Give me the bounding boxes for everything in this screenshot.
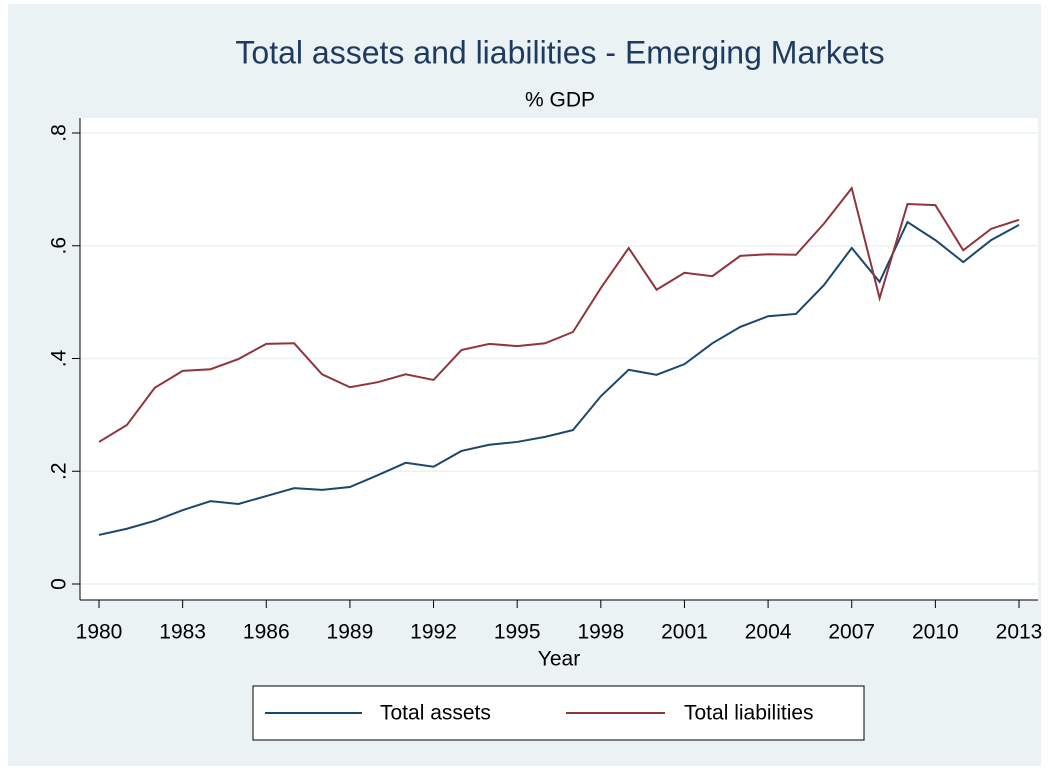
- data-line: [98, 220, 1020, 536]
- y-tick-label: .8: [48, 124, 71, 142]
- y-tick-label: 0: [48, 578, 71, 590]
- x-tick-label: 1983: [159, 621, 206, 644]
- x-tick-label: 2013: [996, 621, 1043, 644]
- y-tick-label: .6: [48, 237, 71, 255]
- x-tick-label: 2007: [828, 621, 875, 644]
- x-tick-label: 1995: [494, 621, 541, 644]
- x-tick-label: 2010: [912, 621, 959, 644]
- data-line: [98, 186, 1020, 443]
- x-tick-label: 1980: [76, 621, 123, 644]
- x-tick-label: 1986: [243, 621, 290, 644]
- x-tick-label: 1989: [327, 621, 374, 644]
- legend-label: Total liabilities: [684, 702, 814, 725]
- x-tick-label: 2004: [745, 621, 792, 644]
- legend-label: Total assets: [380, 702, 491, 725]
- x-tick-label: 1992: [410, 621, 457, 644]
- chart-title: Total assets and liabilities - Emerging …: [235, 34, 884, 70]
- x-tick-label: 2001: [661, 621, 708, 644]
- chart-subtitle: % GDP: [525, 89, 595, 112]
- y-tick-label: .4: [48, 349, 71, 367]
- x-tick-label: 1998: [577, 621, 624, 644]
- y-tick-label: .2: [48, 462, 71, 480]
- x-axis-title: Year: [538, 648, 580, 671]
